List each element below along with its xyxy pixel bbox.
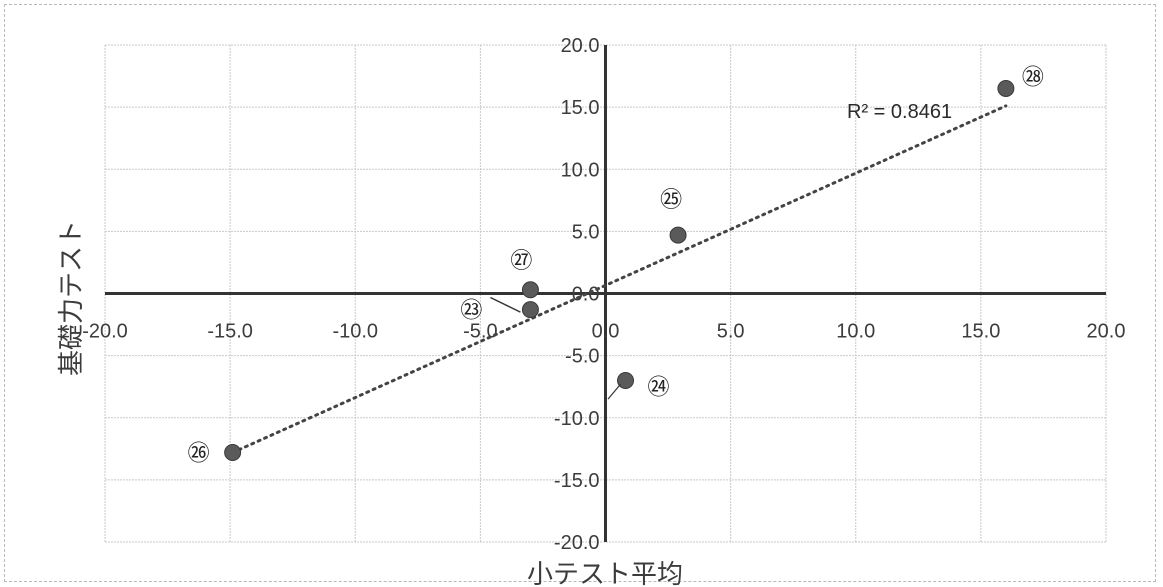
x-tick-labels: -20.0 -15.0 -10.0 -5.0 0.0 5.0 10.0 15.0 20.0 — [82, 321, 1125, 343]
y-tick-label: -10.0 — [554, 408, 600, 430]
x-tick-label: -10.0 — [332, 321, 378, 343]
y-tick-labels: 20.015.010.05.00.0-5.0-10.0-15.0-20.0 — [554, 35, 600, 554]
data-points — [224, 79, 1015, 462]
x-tick-label: 15.0 — [961, 321, 1000, 343]
y-tick-label: 20.0 — [561, 35, 600, 57]
data-point — [224, 444, 242, 462]
y-tick-label: 5.0 — [572, 221, 600, 243]
point-label: ㉓ — [460, 299, 482, 324]
point-label: ㉘ — [1022, 65, 1044, 90]
data-point — [669, 226, 687, 244]
y-tick-label: -5.0 — [565, 346, 599, 368]
y-tick-label: 15.0 — [561, 97, 600, 119]
chart-frame — [4, 4, 1156, 582]
y-axis-title: 基礎力テスト — [57, 220, 87, 376]
x-tick-label: 10.0 — [836, 321, 875, 343]
y-tick-label: -20.0 — [554, 532, 600, 554]
x-axis-title: 小テスト平均 — [527, 560, 683, 587]
x-tick-label: -20.0 — [82, 321, 128, 343]
x-tick-label: 5.0 — [717, 321, 745, 343]
data-point — [521, 281, 539, 299]
leader-line — [490, 296, 521, 313]
data-point — [997, 79, 1015, 97]
data-point — [617, 371, 635, 389]
point-label: ㉕ — [660, 188, 682, 213]
point-label: ㉗ — [510, 249, 532, 274]
x-tick-label: 0.0 — [592, 321, 620, 343]
point-label: ㉖ — [188, 442, 210, 467]
trendline — [231, 104, 1008, 455]
point-label: ㉔ — [648, 375, 670, 400]
r-squared-label: R² = 0.8461 — [847, 101, 952, 123]
axes — [105, 45, 1106, 542]
x-tick-label: 20.0 — [1087, 321, 1126, 343]
x-tick-label: -15.0 — [207, 321, 253, 343]
x-tick-label: -5.0 — [463, 321, 497, 343]
y-tick-label: -15.0 — [554, 470, 600, 492]
trendline-group — [231, 104, 1008, 455]
y-tick-label: 10.0 — [561, 159, 600, 181]
data-point — [521, 301, 539, 319]
leader-line — [607, 383, 621, 400]
